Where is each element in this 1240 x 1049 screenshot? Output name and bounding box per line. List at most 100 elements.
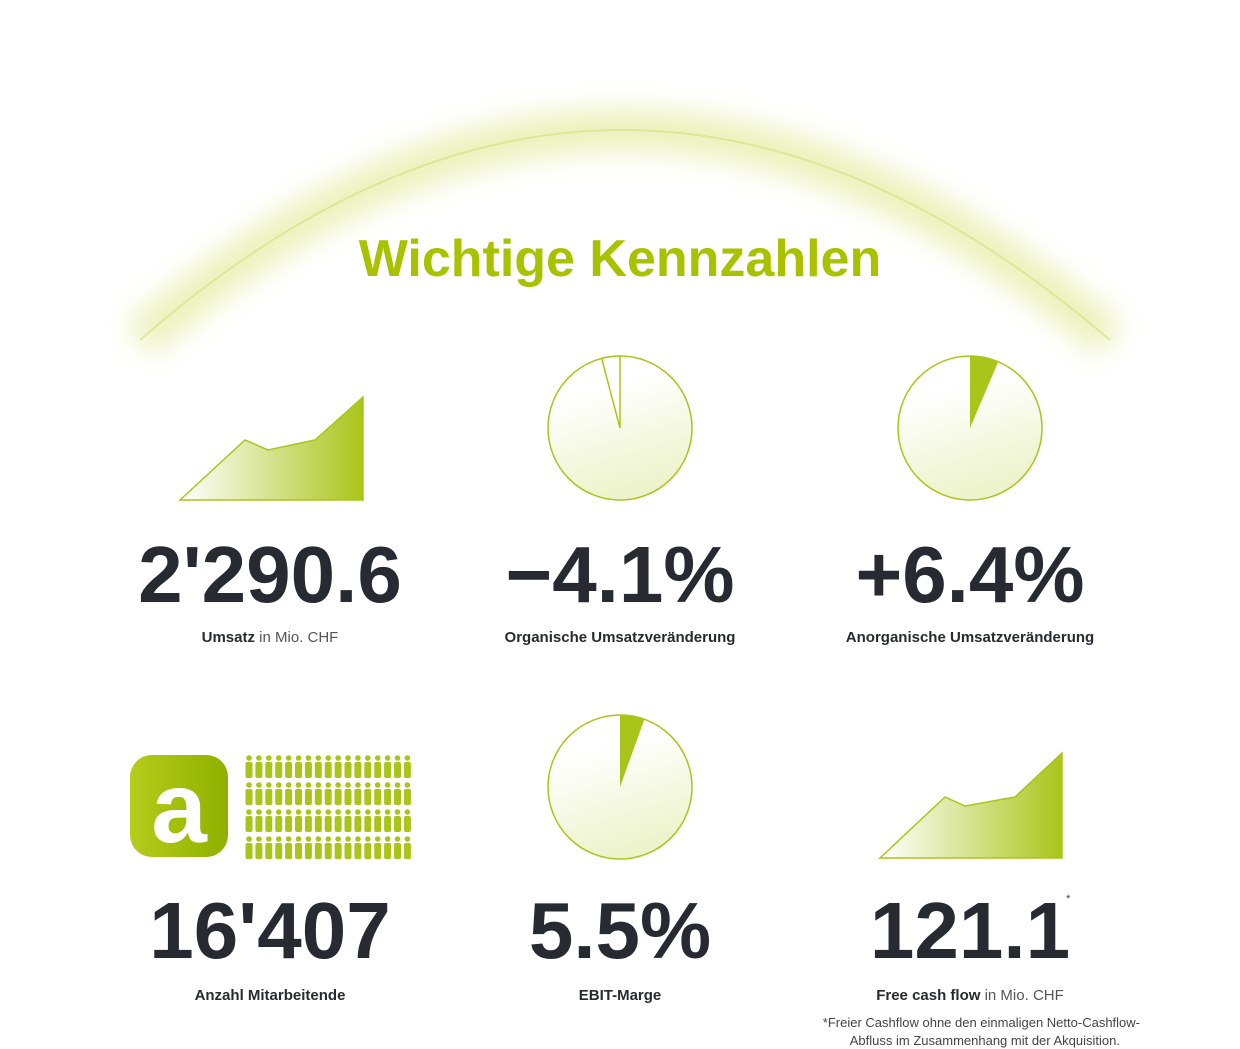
person-body: [334, 762, 342, 778]
person-head: [335, 809, 341, 815]
person-head: [384, 782, 391, 788]
person-body: [295, 762, 302, 778]
kpi-value: 2'290.6: [138, 530, 402, 619]
person-body: [245, 843, 253, 859]
person-body: [295, 843, 302, 859]
kpi-label-bold: Umsatz: [202, 629, 255, 646]
person-body: [384, 789, 392, 805]
kpi-label-bold: Organische Umsatzveränderung: [505, 629, 736, 646]
person-body: [265, 816, 273, 832]
area-icon: [878, 751, 1063, 859]
person-body: [403, 762, 411, 778]
person-head: [374, 755, 381, 761]
person-body: [245, 762, 253, 778]
pie-wedge: [600, 355, 621, 429]
person-body: [245, 816, 253, 832]
person-head: [355, 836, 361, 842]
person-body: [304, 762, 312, 778]
person-head: [246, 836, 252, 842]
person-body: [324, 843, 332, 859]
pie-wedge: [620, 715, 645, 787]
kpi-label: EBIT-Marge: [579, 987, 662, 1004]
person-body: [394, 789, 401, 805]
person-body: [255, 816, 263, 832]
person-body: [285, 843, 293, 859]
person-body: [354, 762, 362, 778]
person-body: [374, 789, 382, 805]
person-head: [325, 809, 332, 815]
person-body: [275, 816, 283, 832]
person-body: [314, 762, 322, 778]
kpi: 121.1 * Free cash flow in Mio. CHF: [870, 886, 1071, 1004]
person-head: [246, 755, 252, 761]
person-head: [355, 782, 361, 788]
person-head: [394, 809, 401, 815]
person-body: [403, 843, 411, 859]
kpi-label-unit: in Mio. CHF: [259, 629, 338, 646]
person-head: [404, 782, 411, 788]
person-head: [365, 809, 371, 815]
person-head: [305, 809, 312, 815]
footnote: *Freier Cashflow ohne den einmaligen Net…: [823, 1015, 1140, 1030]
person-head: [394, 755, 401, 761]
person-body: [334, 789, 342, 805]
kpi-label: Anzahl Mitarbeitende: [195, 987, 346, 1004]
person-head: [275, 755, 282, 761]
kpi-label-bold: Free cash flow: [876, 987, 981, 1004]
person-head: [325, 782, 332, 788]
person-body: [304, 789, 312, 805]
person-body: [344, 789, 352, 805]
kpi: 5.5% EBIT-Marge: [529, 886, 711, 1004]
person-head: [365, 836, 371, 842]
person-head: [275, 836, 282, 842]
person-body: [285, 816, 293, 832]
person-body: [265, 762, 273, 778]
person-body: [354, 843, 362, 859]
person-head: [256, 755, 262, 761]
person-head: [335, 836, 341, 842]
logo-bg: [130, 755, 228, 857]
person-head: [315, 782, 322, 788]
kpi-label: Organische Umsatzveränderung: [505, 629, 736, 646]
person-body: [314, 816, 322, 832]
person-body: [403, 789, 411, 805]
person-body: [394, 762, 401, 778]
person-body: [304, 843, 312, 859]
person-body: [255, 789, 263, 805]
person-head: [285, 755, 292, 761]
person-body: [324, 789, 332, 805]
pie-wedge: [970, 356, 999, 428]
person-head: [394, 836, 401, 842]
person-body: [295, 789, 302, 805]
kpi: 16'407 Anzahl Mitarbeitende: [149, 886, 390, 1004]
person-body: [245, 789, 253, 805]
person-body: [285, 762, 293, 778]
person-body: [324, 816, 332, 832]
person-head: [275, 782, 282, 788]
kpi-label-bold: Anorganische Umsatzveränderung: [846, 629, 1094, 646]
logo: a: [130, 752, 228, 864]
kpi-value: 5.5%: [529, 886, 711, 975]
person-body: [275, 789, 283, 805]
person-body: [384, 762, 392, 778]
person-body: [255, 762, 263, 778]
person-body: [354, 789, 362, 805]
person-head: [325, 755, 332, 761]
kpi-value: +6.4%: [855, 530, 1084, 619]
area-icon: [178, 395, 364, 501]
person-head: [404, 809, 411, 815]
person-head: [345, 755, 351, 761]
person-head: [355, 755, 361, 761]
footnote: Abfluss im Zusammenhang mit der Akquisit…: [850, 1033, 1120, 1048]
person-body: [344, 762, 352, 778]
person-body: [394, 816, 401, 832]
person-head: [374, 836, 381, 842]
person-body: [394, 843, 401, 859]
note-marker: *: [1066, 893, 1071, 905]
person-body: [364, 843, 372, 859]
person-head: [295, 809, 302, 815]
person-body: [314, 843, 322, 859]
person-body: [334, 843, 342, 859]
person-body: [384, 843, 392, 859]
